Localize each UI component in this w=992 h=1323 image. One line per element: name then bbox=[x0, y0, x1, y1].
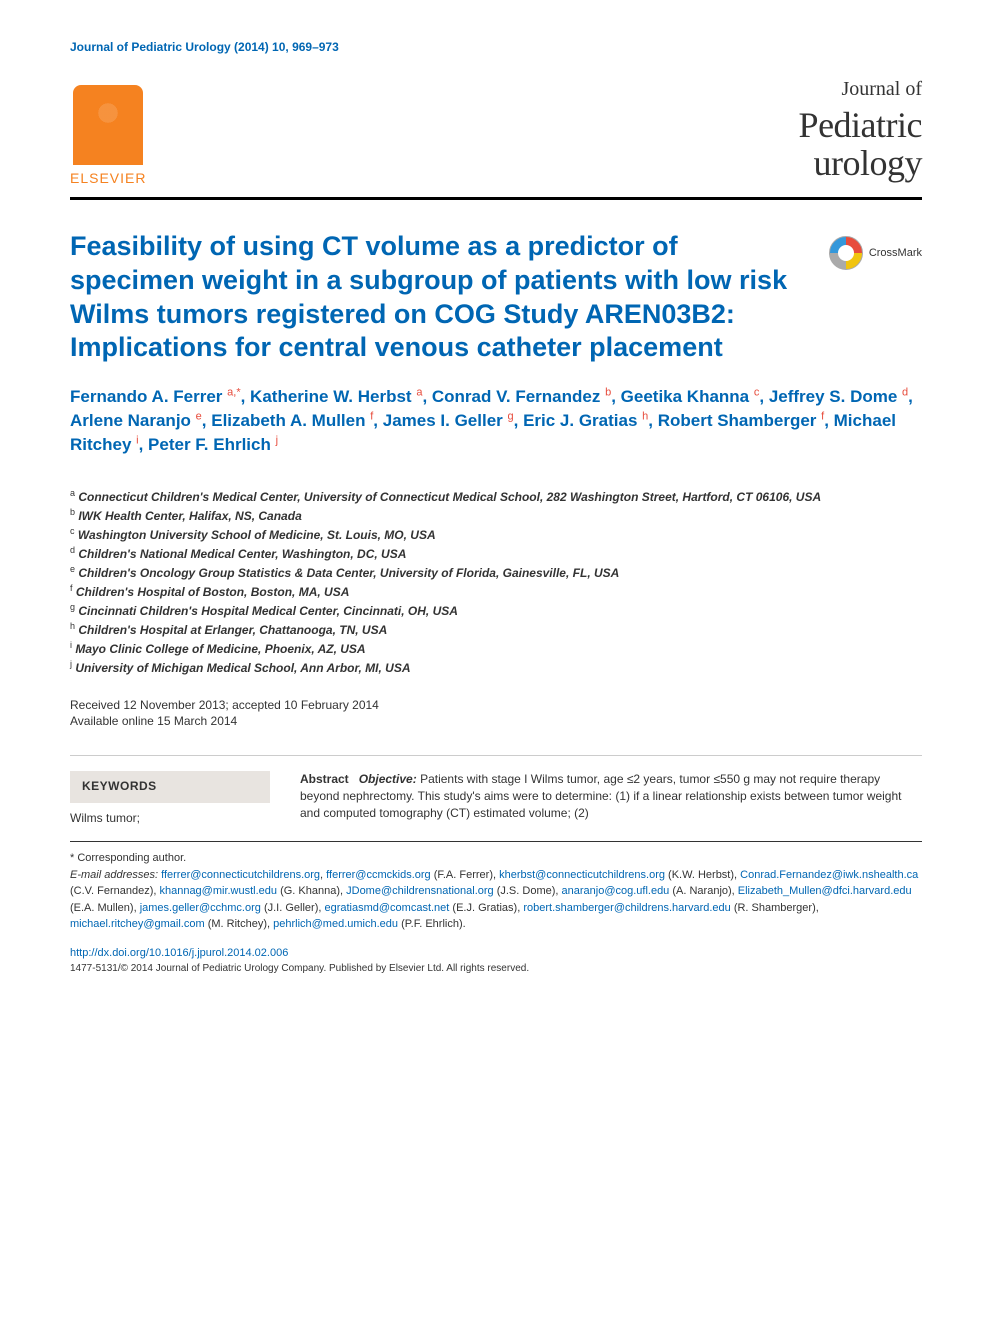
email-link[interactable]: fferrer@connecticutchildrens.org bbox=[161, 869, 320, 881]
keywords-body: Wilms tumor; bbox=[70, 803, 270, 827]
keywords-header: KEYWORDS bbox=[70, 771, 270, 803]
abstract-body: Abstract Objective: Patients with stage … bbox=[300, 771, 922, 826]
email-link[interactable]: pehrlich@med.umich.edu bbox=[273, 918, 398, 930]
crossmark-label: CrossMark bbox=[869, 246, 922, 260]
abstract-label: Abstract bbox=[300, 772, 349, 786]
keywords-box: KEYWORDS Wilms tumor; bbox=[70, 771, 270, 826]
journal-reference: Journal of Pediatric Urology (2014) 10, … bbox=[70, 40, 922, 56]
article-title: Feasibility of using CT volume as a pred… bbox=[70, 230, 809, 365]
email-link[interactable]: james.geller@cchmc.org bbox=[140, 902, 261, 914]
crossmark-icon bbox=[829, 236, 863, 270]
publisher-name: ELSEVIER bbox=[70, 169, 146, 187]
email-link[interactable]: Elizabeth_Mullen@dfci.harvard.edu bbox=[738, 885, 912, 897]
email-link[interactable]: michael.ritchey@gmail.com bbox=[70, 918, 205, 930]
email-link[interactable]: fferrer@ccmckids.org bbox=[326, 869, 430, 881]
email-link[interactable]: egratiasmd@comcast.net bbox=[324, 902, 449, 914]
crossmark-badge[interactable]: CrossMark bbox=[829, 236, 922, 270]
title-row: Feasibility of using CT volume as a pred… bbox=[70, 230, 922, 365]
corresponding-author: * Corresponding author. bbox=[70, 850, 922, 867]
email-link[interactable]: JDome@childrensnational.org bbox=[346, 885, 494, 897]
email-link[interactable]: Conrad.Fernandez@iwk.nshealth.ca bbox=[740, 869, 918, 881]
email-link[interactable]: robert.shamberger@childrens.harvard.edu bbox=[523, 902, 730, 914]
authors-list: Fernando A. Ferrer a,*, Katherine W. Her… bbox=[70, 385, 922, 456]
copyright: 1477-5131/© 2014 Journal of Pediatric Ur… bbox=[70, 961, 922, 976]
email-link[interactable]: kherbst@connecticutchildrens.org bbox=[499, 869, 665, 881]
available-online: Available online 15 March 2014 bbox=[70, 713, 922, 730]
objective-label: Objective: bbox=[359, 772, 417, 786]
elsevier-tree-icon bbox=[73, 85, 143, 165]
affiliations: a Connecticut Children's Medical Center,… bbox=[70, 487, 922, 677]
journal-title-line1: Journal of bbox=[799, 76, 922, 102]
journal-title-line3: urology bbox=[799, 140, 922, 187]
email-addresses: E-mail addresses: fferrer@connecticutchi… bbox=[70, 867, 922, 933]
email-link[interactable]: anaranjo@cog.ufl.edu bbox=[562, 885, 670, 897]
doi-link[interactable]: http://dx.doi.org/10.1016/j.jpurol.2014.… bbox=[70, 945, 922, 962]
received-accepted: Received 12 November 2013; accepted 10 F… bbox=[70, 697, 922, 714]
abstract-section: KEYWORDS Wilms tumor; Abstract Objective… bbox=[70, 755, 922, 826]
article-dates: Received 12 November 2013; accepted 10 F… bbox=[70, 697, 922, 731]
email-link[interactable]: khannag@mir.wustl.edu bbox=[159, 885, 277, 897]
publisher-logo[interactable]: ELSEVIER bbox=[70, 85, 146, 187]
header: ELSEVIER Journal of Pediatric urology bbox=[70, 76, 922, 201]
journal-title: Journal of Pediatric urology bbox=[799, 76, 922, 188]
footnotes: * Corresponding author. E-mail addresses… bbox=[70, 841, 922, 976]
